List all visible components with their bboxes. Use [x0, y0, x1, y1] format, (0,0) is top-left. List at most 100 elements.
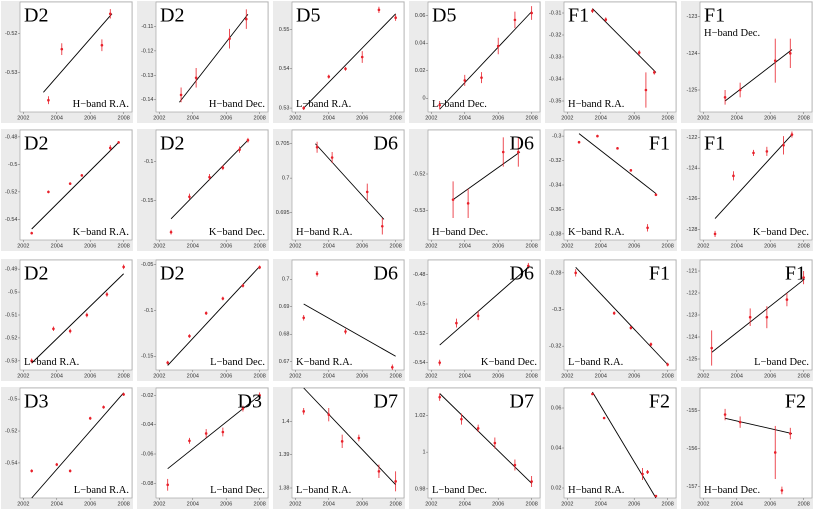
band-label: L−band R.A.: [296, 485, 351, 496]
panel-title: F1: [704, 5, 725, 27]
x-tick-label: 2008: [254, 115, 266, 121]
y-tick-label: -125: [686, 87, 697, 93]
plot-area: [291, 129, 405, 241]
data-point: [738, 88, 742, 92]
data-point: [455, 321, 458, 325]
y-tick-label: -0.32: [549, 32, 562, 38]
fit-line: [315, 143, 385, 220]
fit-line: [439, 11, 532, 110]
panel-title: F1: [704, 133, 725, 155]
data-point: [596, 134, 599, 138]
data-point: [302, 410, 306, 413]
y-tick-label: -0.08: [141, 481, 154, 487]
y-tick-label: 0.06: [415, 13, 426, 19]
plot-area: [155, 129, 269, 241]
data-point: [377, 470, 381, 473]
x-tick-label: 2006: [628, 115, 640, 121]
y-tick-label: -0.1: [144, 159, 153, 165]
x-tick-label: 2008: [254, 501, 266, 507]
panel-title: D3: [238, 391, 262, 413]
data-point: [496, 44, 500, 48]
x-tick-label: 2002: [17, 243, 29, 249]
x-tick-label: 2002: [153, 501, 165, 507]
y-tick-label: -0.5: [8, 162, 17, 168]
x-tick-label: 2006: [84, 243, 96, 249]
panel: 2002 2004 2006 2008 -0.49 -0.5 -0.51 -0.52 -0.53…: [1, 259, 133, 381]
data-point: [654, 494, 658, 498]
y-tick-label: -0.05: [141, 262, 154, 268]
fit-line: [575, 267, 668, 365]
x-tick-label: 2008: [118, 115, 130, 121]
fit-line: [167, 266, 260, 366]
panel: 2002 2004 2006 2008 -0.3 -0.32 -0.34 -0.36 -0.38…: [545, 129, 677, 251]
panel: 2002 2004 2006 2008 -0.52 -0.53 D6 H−band Dec.: [409, 129, 541, 251]
data-point: [100, 43, 104, 47]
data-point: [204, 311, 208, 315]
data-point: [122, 393, 125, 396]
y-tick-label: -0.49: [5, 267, 18, 273]
y-tick-label: 1.38: [279, 485, 290, 491]
x-tick-label: 2006: [356, 501, 368, 507]
x-tick-label: 2006: [220, 243, 232, 249]
data-point: [357, 436, 361, 440]
data-point: [451, 198, 455, 201]
y-tick-label: -0.53: [5, 70, 18, 76]
panel-title: D6: [510, 133, 534, 155]
y-tick-label: 1: [422, 450, 425, 456]
panel: 2002 2004 2006 2008 -0.48 -0.5 -0.52 -0.54 D6 K−b…: [409, 259, 541, 381]
data-point: [360, 55, 364, 59]
y-tick-label: -0.13: [141, 73, 154, 79]
data-point: [616, 147, 619, 150]
plot-area: [699, 129, 813, 241]
y-tick-label: -0.3: [552, 134, 561, 140]
x-tick-label: 2002: [425, 373, 437, 379]
y-tick-label: -0.28: [549, 270, 562, 276]
x-tick-label: 2002: [289, 115, 301, 121]
data-point: [493, 441, 497, 445]
x-tick-label: 2002: [17, 501, 29, 507]
x-tick-label: 2002: [153, 115, 165, 121]
x-tick-label: 2008: [254, 243, 266, 249]
fit-line: [724, 417, 793, 434]
x-tick-label: 2006: [84, 501, 96, 507]
data-point: [244, 17, 248, 21]
x-tick-label: 2008: [526, 373, 538, 379]
data-point: [644, 88, 648, 92]
y-tick-label: -123: [686, 312, 697, 318]
x-tick-label: 2002: [425, 243, 437, 249]
data-point: [516, 150, 520, 154]
y-tick-label: -125: [686, 356, 697, 362]
panel-title: F1: [568, 5, 589, 27]
fit-line: [439, 393, 532, 484]
data-point: [330, 156, 334, 159]
data-point: [732, 174, 735, 178]
y-tick-label: -0.34: [549, 76, 562, 82]
plot-area: [427, 129, 541, 241]
y-tick-label: -0.52: [5, 428, 18, 434]
y-tick-label: -0.54: [5, 217, 18, 223]
data-point: [68, 182, 72, 185]
data-point: [315, 272, 319, 276]
x-tick-label: 2002: [289, 373, 301, 379]
data-point: [302, 316, 306, 320]
y-tick-label: 1.4: [282, 419, 290, 425]
x-tick-label: 2006: [764, 115, 776, 121]
x-tick-label: 2008: [662, 373, 674, 379]
data-point: [782, 143, 785, 147]
data-point: [258, 266, 261, 269]
x-tick-label: 2008: [526, 115, 538, 121]
panel-title: D6: [374, 263, 398, 285]
plot-area: [563, 129, 677, 241]
y-tick-label: -0.31: [549, 10, 562, 16]
y-tick-label: -0.36: [549, 207, 562, 213]
y-tick-label: 0.55: [279, 27, 290, 33]
plot-area: [427, 387, 541, 499]
y-tick-label: -122: [686, 135, 697, 141]
panel: 2002 2004 2006 2008 -155 -156 -157 F2 H−band Dec…: [681, 387, 813, 509]
x-tick-label: 2004: [459, 373, 471, 379]
fit-line: [31, 392, 124, 499]
data-point: [238, 148, 241, 151]
panel: 2002 2004 2006 2008 -0.1 -0.15 D2 K−band Dec.: [137, 129, 269, 251]
panel: 2002 2004 2006 2008 -121 -122 -123 -124 -125 F1 L−…: [681, 259, 813, 381]
x-tick-label: 2006: [628, 501, 640, 507]
